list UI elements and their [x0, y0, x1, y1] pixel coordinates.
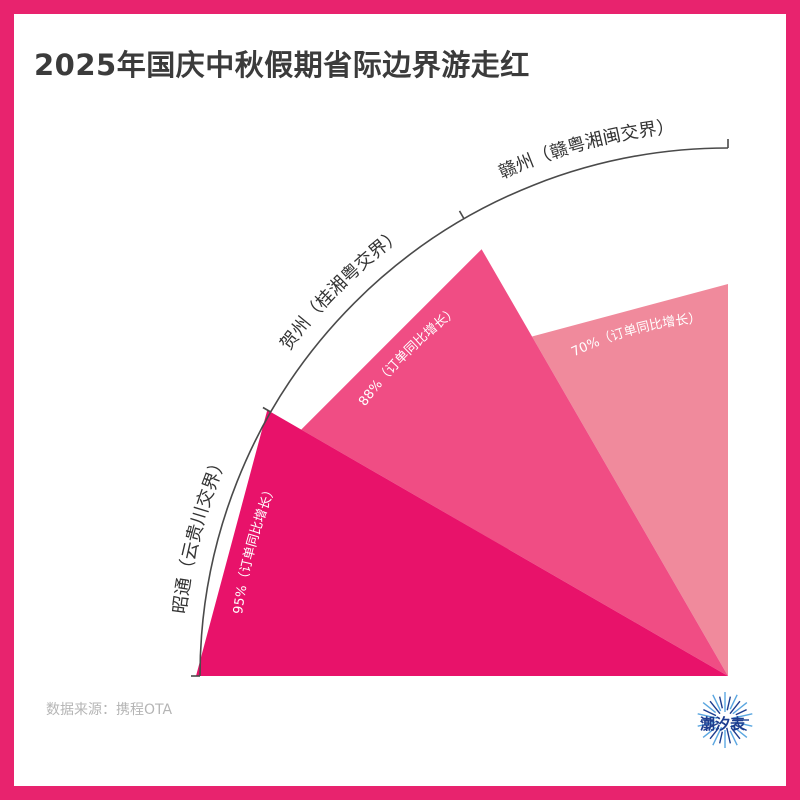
- category-label-3: 赣州（赣粤湘闽交界）: [496, 117, 676, 184]
- category-label-2: 贺州（桂湘粤交界）: [276, 224, 406, 354]
- bar-sector-1: [196, 410, 728, 676]
- category-axis-arc: [199, 147, 729, 677]
- bar-sector-2: [301, 249, 728, 676]
- brand-name: 潮汐表: [700, 715, 746, 733]
- bar-sector-3: [532, 284, 728, 676]
- page-title: 2025年国庆中秋假期省际边界游走红: [34, 48, 530, 82]
- data-source: 数据来源：携程OTA: [46, 702, 173, 718]
- brand-logo-icon: [697, 692, 753, 748]
- axis-tick: [458, 210, 465, 220]
- axis-tick: [262, 406, 272, 413]
